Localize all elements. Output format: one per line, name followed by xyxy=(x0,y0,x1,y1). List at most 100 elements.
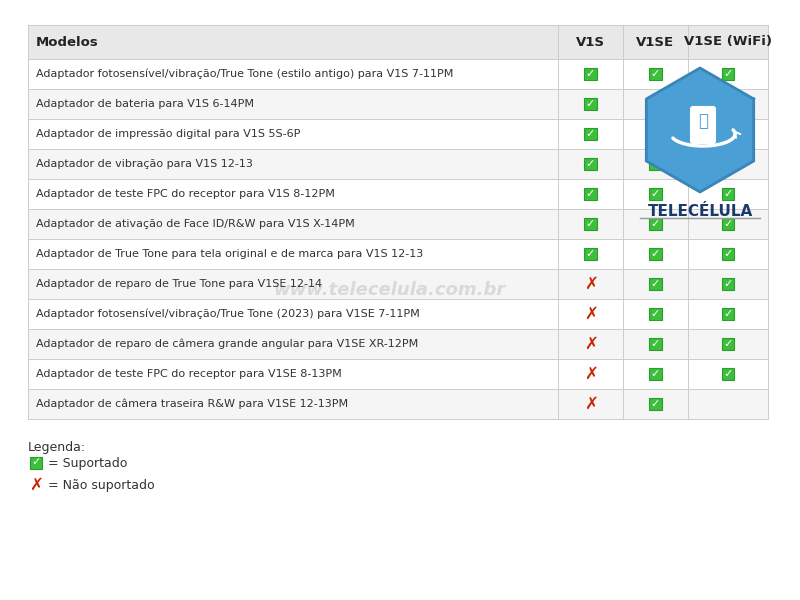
FancyBboxPatch shape xyxy=(650,188,662,200)
Text: ✓: ✓ xyxy=(586,68,595,79)
FancyBboxPatch shape xyxy=(584,188,597,200)
Text: ✓: ✓ xyxy=(723,68,733,79)
Text: ✓: ✓ xyxy=(651,278,660,289)
Text: ✓: ✓ xyxy=(586,248,595,259)
Text: Adaptador de teste FPC do receptor para V1S 8-12PM: Adaptador de teste FPC do receptor para … xyxy=(36,189,335,199)
Text: ✓: ✓ xyxy=(651,308,660,319)
FancyBboxPatch shape xyxy=(584,128,597,140)
Text: ✗: ✗ xyxy=(583,395,598,413)
Text: Adaptador de impressão digital para V1S 5S-6P: Adaptador de impressão digital para V1S … xyxy=(36,129,300,139)
Text: ✓: ✓ xyxy=(723,218,733,229)
FancyBboxPatch shape xyxy=(650,68,662,80)
Text: ✗: ✗ xyxy=(583,305,598,323)
Text: www.telecelula.com.br: www.telecelula.com.br xyxy=(274,281,506,299)
Text: ✓: ✓ xyxy=(651,158,660,169)
FancyBboxPatch shape xyxy=(722,248,734,260)
Text: ✗: ✗ xyxy=(583,365,598,383)
Text: Adaptador de ativação de Face ID/R&W para V1S X-14PM: Adaptador de ativação de Face ID/R&W par… xyxy=(36,219,354,229)
FancyBboxPatch shape xyxy=(584,158,597,170)
Text: Adaptador fotosensível/vibração/True Tone (2023) para V1SE 7-11PM: Adaptador fotosensível/vibração/True Ton… xyxy=(36,309,420,319)
FancyBboxPatch shape xyxy=(28,329,768,359)
FancyBboxPatch shape xyxy=(650,278,662,290)
Text: Adaptador de reparo de câmera grande angular para V1SE XR-12PM: Adaptador de reparo de câmera grande ang… xyxy=(36,339,418,349)
Polygon shape xyxy=(646,68,754,192)
Text: Adaptador de reparo de True Tone para V1SE 12-14: Adaptador de reparo de True Tone para V1… xyxy=(36,279,322,289)
FancyBboxPatch shape xyxy=(650,128,662,140)
Text: ✓: ✓ xyxy=(651,368,660,379)
FancyBboxPatch shape xyxy=(28,239,768,269)
Text: V1SE: V1SE xyxy=(637,35,674,49)
Text: Adaptador de vibração para V1S 12-13: Adaptador de vibração para V1S 12-13 xyxy=(36,159,253,169)
Text: ✓: ✓ xyxy=(586,188,595,199)
Text: = Suportado: = Suportado xyxy=(48,457,127,469)
FancyBboxPatch shape xyxy=(28,119,768,149)
FancyBboxPatch shape xyxy=(28,299,768,329)
Text: ✗: ✗ xyxy=(583,335,598,353)
FancyBboxPatch shape xyxy=(722,368,734,380)
FancyBboxPatch shape xyxy=(722,278,734,290)
Text: ✓: ✓ xyxy=(723,338,733,349)
Text: ✓: ✓ xyxy=(651,248,660,259)
Text: ✓: ✓ xyxy=(723,278,733,289)
Text: = Não suportado: = Não suportado xyxy=(48,479,154,491)
Text: ✓: ✓ xyxy=(723,188,733,199)
Text: ✓: ✓ xyxy=(723,248,733,259)
Text: ✓: ✓ xyxy=(723,128,733,139)
Text: ✓: ✓ xyxy=(723,308,733,319)
Text: V1SE (WiFi): V1SE (WiFi) xyxy=(684,35,772,49)
Text: Adaptador de True Tone para tela original e de marca para V1S 12-13: Adaptador de True Tone para tela origina… xyxy=(36,249,423,259)
Text: ✓: ✓ xyxy=(723,98,733,109)
FancyBboxPatch shape xyxy=(722,158,734,170)
FancyBboxPatch shape xyxy=(650,158,662,170)
FancyBboxPatch shape xyxy=(650,218,662,230)
Text: Modelos: Modelos xyxy=(36,35,98,49)
FancyBboxPatch shape xyxy=(722,338,734,350)
FancyBboxPatch shape xyxy=(584,218,597,230)
FancyBboxPatch shape xyxy=(28,269,768,299)
Text: Adaptador de teste FPC do receptor para V1SE 8-13PM: Adaptador de teste FPC do receptor para … xyxy=(36,369,342,379)
Text: V1S: V1S xyxy=(576,35,605,49)
FancyBboxPatch shape xyxy=(28,389,768,419)
Text: ✓: ✓ xyxy=(651,128,660,139)
FancyBboxPatch shape xyxy=(650,308,662,320)
Text: TELECÉLULA: TELECÉLULA xyxy=(647,204,753,219)
Text: ✗: ✗ xyxy=(583,275,598,293)
Text: ✓: ✓ xyxy=(651,98,660,109)
FancyBboxPatch shape xyxy=(722,308,734,320)
Text: ✓: ✓ xyxy=(586,158,595,169)
Text: ✓: ✓ xyxy=(586,218,595,229)
FancyBboxPatch shape xyxy=(28,25,768,59)
Text: ✓: ✓ xyxy=(651,338,660,349)
FancyBboxPatch shape xyxy=(28,359,768,389)
FancyBboxPatch shape xyxy=(722,188,734,200)
Text: ✓: ✓ xyxy=(651,188,660,199)
Text: ✓: ✓ xyxy=(723,368,733,379)
FancyBboxPatch shape xyxy=(650,338,662,350)
Text: ✓: ✓ xyxy=(723,158,733,169)
Text: ✓: ✓ xyxy=(651,398,660,409)
FancyBboxPatch shape xyxy=(650,368,662,380)
FancyBboxPatch shape xyxy=(28,209,768,239)
FancyBboxPatch shape xyxy=(584,98,597,110)
Text: Adaptador de bateria para V1S 6-14PM: Adaptador de bateria para V1S 6-14PM xyxy=(36,99,254,109)
FancyBboxPatch shape xyxy=(722,68,734,80)
FancyBboxPatch shape xyxy=(722,98,734,110)
FancyBboxPatch shape xyxy=(584,248,597,260)
FancyBboxPatch shape xyxy=(28,179,768,209)
FancyBboxPatch shape xyxy=(30,457,42,469)
FancyBboxPatch shape xyxy=(691,107,715,143)
FancyBboxPatch shape xyxy=(650,248,662,260)
Text: ✓: ✓ xyxy=(586,128,595,139)
FancyBboxPatch shape xyxy=(722,128,734,140)
FancyBboxPatch shape xyxy=(28,89,768,119)
Text: Adaptador fotosensível/vibração/True Tone (estilo antigo) para V1S 7-11PM: Adaptador fotosensível/vibração/True Ton… xyxy=(36,69,454,79)
Text: Adaptador de câmera traseira R&W para V1SE 12-13PM: Adaptador de câmera traseira R&W para V1… xyxy=(36,399,348,409)
Text: ⛯: ⛯ xyxy=(698,112,708,130)
FancyBboxPatch shape xyxy=(650,98,662,110)
Text: ✓: ✓ xyxy=(31,457,41,467)
Text: ✗: ✗ xyxy=(29,476,43,494)
Text: ✓: ✓ xyxy=(651,218,660,229)
FancyBboxPatch shape xyxy=(28,59,768,89)
Text: ✓: ✓ xyxy=(651,68,660,79)
FancyBboxPatch shape xyxy=(584,68,597,80)
